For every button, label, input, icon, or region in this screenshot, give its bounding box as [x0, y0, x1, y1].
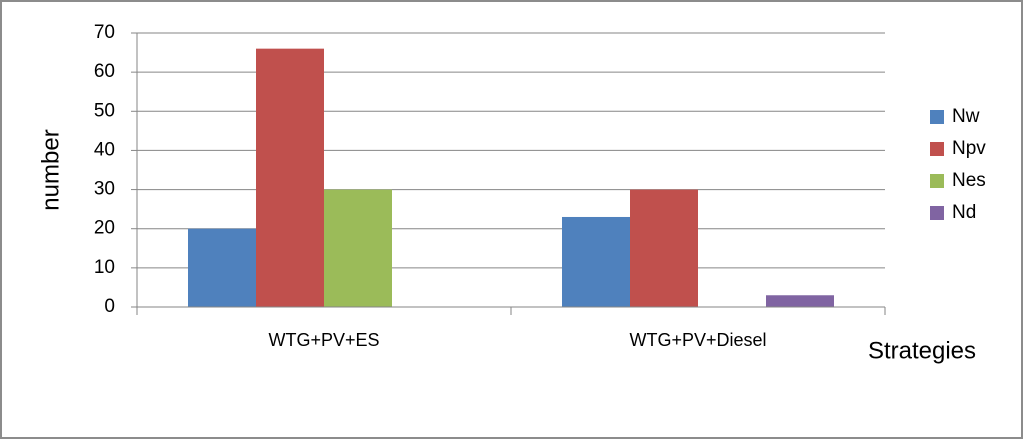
- y-tick-label: 20: [94, 218, 115, 239]
- y-tick-label: 40: [94, 139, 115, 160]
- bar: [256, 48, 324, 308]
- y-tick-label: 60: [94, 61, 115, 82]
- bar: [630, 189, 698, 307]
- legend-swatch: [930, 174, 944, 188]
- legend-swatch: [930, 110, 944, 124]
- x-tick-label: WTG+PV+ES: [268, 330, 379, 350]
- bar: [766, 295, 834, 307]
- legend-label: Nw: [952, 106, 980, 127]
- y-tick-label: 0: [104, 296, 115, 317]
- legend-label: Nd: [952, 202, 976, 223]
- y-tick-label: 50: [94, 100, 115, 121]
- legend-swatch: [930, 206, 944, 220]
- y-tick-label: 30: [94, 179, 115, 200]
- bar: [324, 189, 392, 307]
- legend-label: Nes: [952, 170, 986, 191]
- legend-label: Npv: [952, 138, 986, 159]
- y-tick-label: 10: [94, 257, 115, 278]
- bar: [562, 216, 630, 307]
- legend-swatch: [930, 142, 944, 156]
- x-tick-label: WTG+PV+Diesel: [629, 330, 766, 350]
- x-axis-title: Strategies: [868, 337, 976, 364]
- y-axis-title: number: [37, 129, 64, 210]
- y-tick-label: 70: [94, 22, 115, 43]
- bar: [188, 228, 256, 307]
